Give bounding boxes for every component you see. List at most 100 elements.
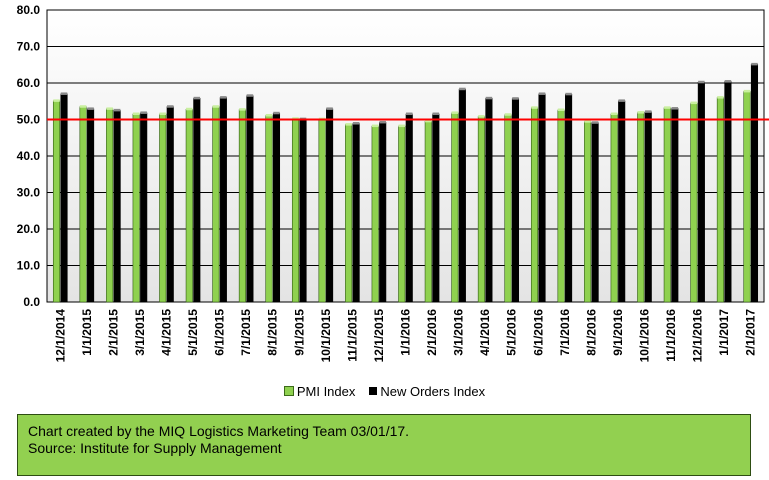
bar-pmi [610, 113, 618, 303]
bar-cap-pmi [451, 111, 459, 114]
bar-new-orders [272, 112, 281, 303]
x-tick-label: 11/1/2015 [345, 309, 359, 362]
x-tick-label: 5/1/2015 [186, 309, 200, 356]
bar-new-orders [644, 111, 652, 303]
bar-cap-new-orders [512, 97, 519, 100]
bar-pmi [212, 106, 220, 303]
x-tick-label: 2/1/2016 [425, 309, 439, 356]
bar-cap-new-orders [751, 62, 758, 66]
bar-cap-new-orders [140, 111, 147, 114]
bar-cap-new-orders [167, 105, 174, 108]
bar-new-orders [193, 98, 201, 303]
bar-pmi [238, 109, 246, 303]
legend-item-new-orders: New Orders Index [369, 384, 485, 399]
bar-pmi [424, 121, 432, 303]
y-tick-label: 70.0 [17, 40, 41, 54]
bar-cap-new-orders [220, 96, 227, 99]
bar-cap-pmi [610, 112, 618, 116]
bar-cap-pmi [664, 106, 671, 109]
x-tick-label: 7/1/2016 [558, 309, 572, 356]
bar-cap-pmi [425, 119, 432, 123]
bar-pmi [52, 100, 61, 303]
bar-cap-new-orders [273, 111, 280, 115]
bar-pmi [371, 125, 379, 303]
bar-cap-pmi [132, 112, 140, 116]
x-tick-label: 10/1/2016 [638, 309, 652, 363]
bar-cap-new-orders [671, 107, 679, 110]
bar-new-orders [485, 98, 493, 303]
x-tick-label: 1/1/2015 [80, 309, 94, 356]
x-tick-label: 11/1/2016 [664, 309, 678, 362]
bar-pmi [716, 97, 724, 303]
bar-new-orders [750, 64, 759, 303]
y-tick-label: 40.0 [17, 149, 41, 163]
bar-cap-pmi [743, 89, 751, 93]
x-tick-label: 6/1/2015 [213, 309, 227, 356]
bar-new-orders [140, 112, 148, 303]
bar-cap-pmi [79, 105, 87, 108]
x-tick-label: 4/1/2016 [478, 309, 492, 356]
bar-new-orders [326, 108, 334, 303]
bar-cap-new-orders [246, 94, 254, 97]
bar-pmi [504, 114, 512, 303]
bar-new-orders [511, 98, 520, 303]
source-line: Source: Institute for Supply Management [28, 440, 282, 456]
bar-pmi [530, 107, 539, 303]
x-tick-label: 1/1/2017 [717, 309, 731, 356]
bar-cap-new-orders [352, 122, 360, 125]
y-tick-label: 0.0 [23, 295, 40, 309]
bar-new-orders [618, 100, 626, 303]
bar-pmi [690, 102, 698, 303]
x-tick-label: 3/1/2015 [133, 309, 147, 356]
bar-pmi [743, 91, 751, 303]
x-tick-label: 7/1/2015 [239, 309, 253, 356]
bar-pmi [265, 115, 273, 303]
bar-new-orders [724, 81, 732, 303]
bar-pmi [477, 116, 485, 303]
y-tick-label: 80.0 [17, 3, 41, 17]
bar-cap-pmi [398, 124, 405, 128]
bar-cap-new-orders [379, 120, 386, 124]
bar-new-orders [405, 113, 413, 303]
bar-cap-new-orders [113, 108, 121, 112]
bar-pmi [637, 112, 645, 303]
x-tick-label: 3/1/2016 [452, 309, 466, 356]
bar-cap-pmi [478, 115, 485, 118]
x-tick-label: 12/1/2015 [372, 309, 386, 363]
credit-line: Chart created by the MIQ Logistics Marke… [28, 423, 410, 439]
legend-swatch-new-orders [369, 387, 378, 395]
bar-new-orders [565, 94, 573, 303]
x-tick-label: 9/1/2016 [611, 309, 625, 356]
bar-pmi [185, 108, 193, 303]
bar-cap-pmi [637, 111, 644, 114]
bar-cap-pmi [239, 108, 246, 111]
bar-new-orders [538, 93, 546, 303]
x-tick-label: 6/1/2016 [531, 309, 545, 356]
bar-pmi [291, 118, 300, 303]
legend-label-new-orders: New Orders Index [380, 383, 486, 399]
bar-pmi [584, 121, 592, 303]
bar-pmi [557, 109, 565, 303]
bar-cap-new-orders [193, 96, 201, 100]
bar-new-orders [379, 122, 387, 303]
x-tick-label: 12/1/2016 [691, 309, 705, 363]
bar-new-orders [458, 88, 466, 303]
bar-new-orders [87, 108, 95, 303]
x-tick-label: 8/1/2016 [584, 309, 598, 356]
bar-cap-pmi [504, 113, 512, 116]
bar-new-orders [166, 106, 174, 303]
x-tick-label: 2/1/2017 [744, 309, 758, 356]
bar-pmi [79, 106, 87, 303]
bar-cap-pmi [557, 108, 565, 112]
bar-cap-pmi [531, 106, 538, 109]
chart-plot: 0.0 10.0 20.0 30.0 40.0 50.0 60.0 70.0 80.0 12/1… [17, 3, 769, 363]
x-tick-label: 9/1/2015 [292, 309, 306, 356]
chart-credit-box: Chart created by the MIQ Logistics Marke… [17, 414, 751, 476]
bar-cap-new-orders [459, 87, 466, 91]
legend-item-pmi: PMI Index [283, 384, 355, 399]
bar-new-orders [697, 81, 705, 303]
y-tick-label: 60.0 [17, 76, 41, 90]
bar-cap-new-orders [538, 92, 546, 95]
bar-cap-pmi [186, 107, 193, 111]
bar-cap-pmi [106, 107, 113, 110]
